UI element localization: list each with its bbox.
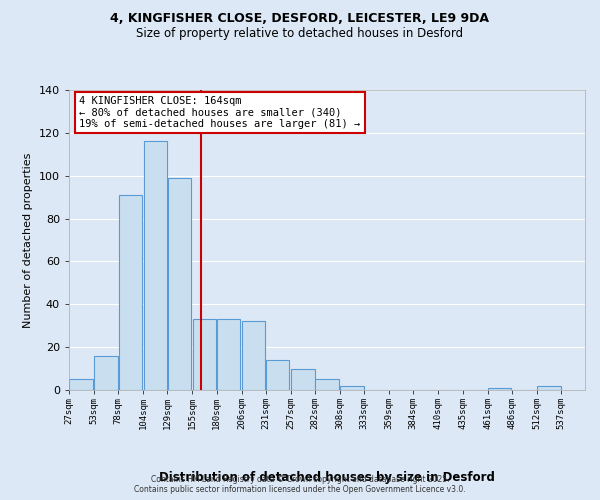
- Bar: [119, 195, 142, 390]
- Text: Contains HM Land Registry data © Crown copyright and database right 2025.: Contains HM Land Registry data © Crown c…: [151, 475, 449, 484]
- Bar: [537, 386, 560, 390]
- Bar: [70, 380, 93, 390]
- Bar: [193, 320, 216, 390]
- Bar: [242, 322, 265, 390]
- Text: Size of property relative to detached houses in Desford: Size of property relative to detached ho…: [136, 28, 464, 40]
- Bar: [291, 368, 314, 390]
- Bar: [340, 386, 364, 390]
- Bar: [217, 320, 240, 390]
- Bar: [488, 388, 511, 390]
- Bar: [94, 356, 118, 390]
- Bar: [168, 178, 191, 390]
- Text: Contains public sector information licensed under the Open Government Licence v3: Contains public sector information licen…: [134, 485, 466, 494]
- Y-axis label: Number of detached properties: Number of detached properties: [23, 152, 33, 328]
- Text: 4, KINGFISHER CLOSE, DESFORD, LEICESTER, LE9 9DA: 4, KINGFISHER CLOSE, DESFORD, LEICESTER,…: [110, 12, 490, 26]
- Text: 4 KINGFISHER CLOSE: 164sqm
← 80% of detached houses are smaller (340)
19% of sem: 4 KINGFISHER CLOSE: 164sqm ← 80% of deta…: [79, 96, 361, 129]
- Bar: [266, 360, 289, 390]
- X-axis label: Distribution of detached houses by size in Desford: Distribution of detached houses by size …: [159, 471, 495, 484]
- Bar: [143, 142, 167, 390]
- Bar: [316, 380, 338, 390]
